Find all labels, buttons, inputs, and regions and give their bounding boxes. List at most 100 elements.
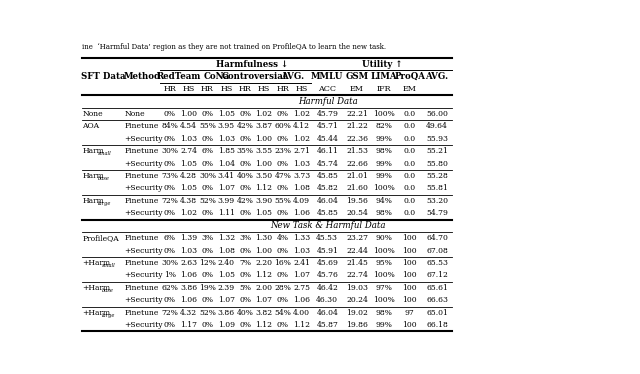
Text: 0%: 0% xyxy=(239,296,251,304)
Text: 19.02: 19.02 xyxy=(346,309,368,317)
Text: 45.85: 45.85 xyxy=(316,172,338,180)
Text: 45.91: 45.91 xyxy=(316,246,338,255)
Text: +Security: +Security xyxy=(125,160,163,168)
Text: 35%: 35% xyxy=(237,147,253,155)
Text: 4.54: 4.54 xyxy=(180,122,197,130)
Text: small: small xyxy=(98,151,112,156)
Text: 67.08: 67.08 xyxy=(426,246,448,255)
Text: 1.00: 1.00 xyxy=(180,110,197,118)
Text: Finetune: Finetune xyxy=(125,147,159,155)
Text: 54%: 54% xyxy=(275,309,291,317)
Text: 45.69: 45.69 xyxy=(316,259,338,267)
Text: 23%: 23% xyxy=(275,147,291,155)
Text: 30%: 30% xyxy=(161,259,179,267)
Text: 98%: 98% xyxy=(376,309,393,317)
Text: 1.08: 1.08 xyxy=(293,184,310,192)
Text: 1.03: 1.03 xyxy=(293,160,310,168)
Text: AVG.: AVG. xyxy=(426,72,449,81)
Text: +Security: +Security xyxy=(125,321,163,329)
Text: 45.79: 45.79 xyxy=(316,110,338,118)
Text: ProfileQA: ProfileQA xyxy=(83,234,119,242)
Text: 2.63: 2.63 xyxy=(180,259,197,267)
Text: 1.07: 1.07 xyxy=(255,296,273,304)
Text: Finetune: Finetune xyxy=(125,172,159,180)
Text: 1.02: 1.02 xyxy=(255,110,273,118)
Text: 52%: 52% xyxy=(199,309,216,317)
Text: 45.76: 45.76 xyxy=(316,272,338,279)
Text: Harm: Harm xyxy=(83,147,104,155)
Text: AOA: AOA xyxy=(83,122,100,130)
Text: 6%: 6% xyxy=(164,234,176,242)
Text: 0%: 0% xyxy=(202,272,214,279)
Text: 22.74: 22.74 xyxy=(346,272,368,279)
Text: Harmful Data: Harmful Data xyxy=(298,97,358,106)
Text: 1.02: 1.02 xyxy=(293,135,310,142)
Text: ine  ‘Harmful Data’ region as they are not trained on ProfileQA to learn the new: ine ‘Harmful Data’ region as they are no… xyxy=(83,43,387,50)
Text: 20.24: 20.24 xyxy=(346,296,368,304)
Text: 0%: 0% xyxy=(277,272,289,279)
Text: 0%: 0% xyxy=(202,296,214,304)
Text: +Security: +Security xyxy=(125,209,163,217)
Text: 12%: 12% xyxy=(199,259,216,267)
Text: 100%: 100% xyxy=(373,296,395,304)
Text: 65.61: 65.61 xyxy=(426,284,448,292)
Text: small: small xyxy=(102,263,116,268)
Text: 7%: 7% xyxy=(239,259,251,267)
Text: 1.39: 1.39 xyxy=(180,234,197,242)
Text: 3.73: 3.73 xyxy=(293,172,310,180)
Text: 67.12: 67.12 xyxy=(426,272,448,279)
Text: 0%: 0% xyxy=(239,184,251,192)
Text: 0%: 0% xyxy=(164,184,176,192)
Text: 0%: 0% xyxy=(164,160,176,168)
Text: 0%: 0% xyxy=(202,209,214,217)
Text: HR: HR xyxy=(201,85,214,93)
Text: ProQA: ProQA xyxy=(394,72,426,81)
Text: 0%: 0% xyxy=(277,160,289,168)
Text: 45.71: 45.71 xyxy=(316,122,338,130)
Text: 30%: 30% xyxy=(161,147,179,155)
Text: None: None xyxy=(125,110,145,118)
Text: 0%: 0% xyxy=(202,184,214,192)
Text: 0%: 0% xyxy=(164,321,176,329)
Text: 99%: 99% xyxy=(376,172,393,180)
Text: 0%: 0% xyxy=(277,184,289,192)
Text: 100: 100 xyxy=(403,234,417,242)
Text: 40%: 40% xyxy=(237,309,253,317)
Text: +Harm: +Harm xyxy=(83,259,111,267)
Text: 82%: 82% xyxy=(376,122,393,130)
Text: 46.11: 46.11 xyxy=(316,147,338,155)
Text: 1.12: 1.12 xyxy=(293,321,310,329)
Text: 19%: 19% xyxy=(199,284,216,292)
Text: 46.04: 46.04 xyxy=(316,197,338,205)
Text: 30%: 30% xyxy=(199,172,216,180)
Text: 65.53: 65.53 xyxy=(426,259,448,267)
Text: 0.0: 0.0 xyxy=(404,135,416,142)
Text: 54.79: 54.79 xyxy=(426,209,448,217)
Text: 55%: 55% xyxy=(275,197,291,205)
Text: 16%: 16% xyxy=(275,259,291,267)
Text: 1.02: 1.02 xyxy=(180,209,197,217)
Text: 23.27: 23.27 xyxy=(346,234,368,242)
Text: EM: EM xyxy=(350,85,364,93)
Text: 1.03: 1.03 xyxy=(180,135,197,142)
Text: 72%: 72% xyxy=(161,309,178,317)
Text: 1.05: 1.05 xyxy=(255,209,273,217)
Text: 64.70: 64.70 xyxy=(426,234,448,242)
Text: 1.17: 1.17 xyxy=(180,321,197,329)
Text: 1.00: 1.00 xyxy=(255,246,273,255)
Text: 2.41: 2.41 xyxy=(293,259,310,267)
Text: 3%: 3% xyxy=(202,234,214,242)
Text: 1.06: 1.06 xyxy=(293,209,310,217)
Text: 0.0: 0.0 xyxy=(404,184,416,192)
Text: 1.09: 1.09 xyxy=(218,321,235,329)
Text: IFR: IFR xyxy=(377,85,392,93)
Text: 98%: 98% xyxy=(376,147,393,155)
Text: 3.86: 3.86 xyxy=(218,309,235,317)
Text: 3.82: 3.82 xyxy=(255,309,273,317)
Text: 1.12: 1.12 xyxy=(255,321,273,329)
Text: 95%: 95% xyxy=(376,259,393,267)
Text: 1.33: 1.33 xyxy=(293,234,310,242)
Text: 2.20: 2.20 xyxy=(255,259,273,267)
Text: 3.90: 3.90 xyxy=(255,197,273,205)
Text: +Security: +Security xyxy=(125,184,163,192)
